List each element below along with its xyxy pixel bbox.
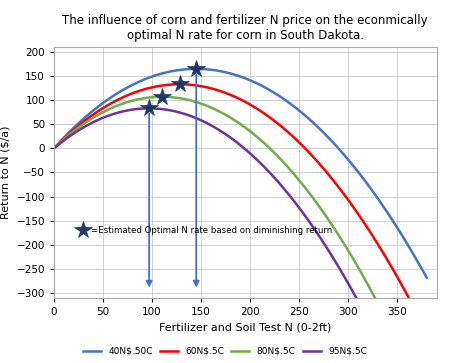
95N$.5C	[117, 110, 122, 115]
Legend: 40N$.50C, 60N$.5C, 80N$.5C, 95N$.5C: 40N$.50C, 60N$.5C, 80N$.5C, 95N$.5C	[81, 344, 369, 359]
95N$.5C	[146, 106, 152, 111]
95N$.5C	[218, 129, 224, 133]
40N$.50C	[271, 91, 277, 95]
Y-axis label: Return to N ($/a): Return to N ($/a)	[1, 126, 11, 219]
40N$.50C	[51, 146, 57, 151]
40N$.50C	[147, 75, 153, 79]
80N$.5C	[51, 146, 57, 151]
60N$.5C	[424, 330, 429, 335]
Line: 80N$.5C: 80N$.5C	[54, 97, 422, 363]
60N$.5C	[51, 146, 57, 151]
80N$.5C	[159, 95, 165, 99]
40N$.50C	[301, 112, 306, 116]
Line: 40N$.50C: 40N$.50C	[54, 69, 427, 278]
80N$.5C	[269, 148, 274, 152]
40N$.50C	[333, 143, 338, 147]
95N$.5C	[146, 106, 151, 111]
60N$.5C	[177, 82, 182, 86]
60N$.5C	[117, 97, 123, 101]
95N$.5C	[329, 253, 334, 257]
40N$.50C	[424, 276, 429, 280]
95N$.5C	[269, 172, 274, 176]
40N$.50C	[117, 90, 123, 94]
60N$.5C	[220, 90, 226, 94]
80N$.5C	[297, 179, 303, 184]
80N$.5C	[146, 95, 151, 100]
X-axis label: Fertilizer and Soil Test N (0-2ft): Fertilizer and Soil Test N (0-2ft)	[159, 322, 332, 332]
Title: The influence of corn and fertilizer N price on the econmically
optimal N rate f: The influence of corn and fertilizer N p…	[63, 14, 428, 42]
80N$.5C	[329, 222, 334, 227]
Text: =Estimated Optimal N rate based on diminishing return: =Estimated Optimal N rate based on dimin…	[91, 226, 333, 235]
80N$.5C	[218, 110, 224, 114]
40N$.50C	[194, 67, 199, 71]
60N$.5C	[147, 86, 153, 90]
Line: 60N$.5C: 60N$.5C	[54, 84, 427, 333]
95N$.5C	[297, 207, 303, 211]
40N$.50C	[220, 70, 226, 74]
80N$.5C	[117, 103, 122, 107]
60N$.5C	[333, 181, 338, 185]
60N$.5C	[271, 119, 277, 123]
95N$.5C	[51, 146, 57, 151]
60N$.5C	[301, 144, 306, 149]
Line: 95N$.5C: 95N$.5C	[54, 109, 422, 363]
